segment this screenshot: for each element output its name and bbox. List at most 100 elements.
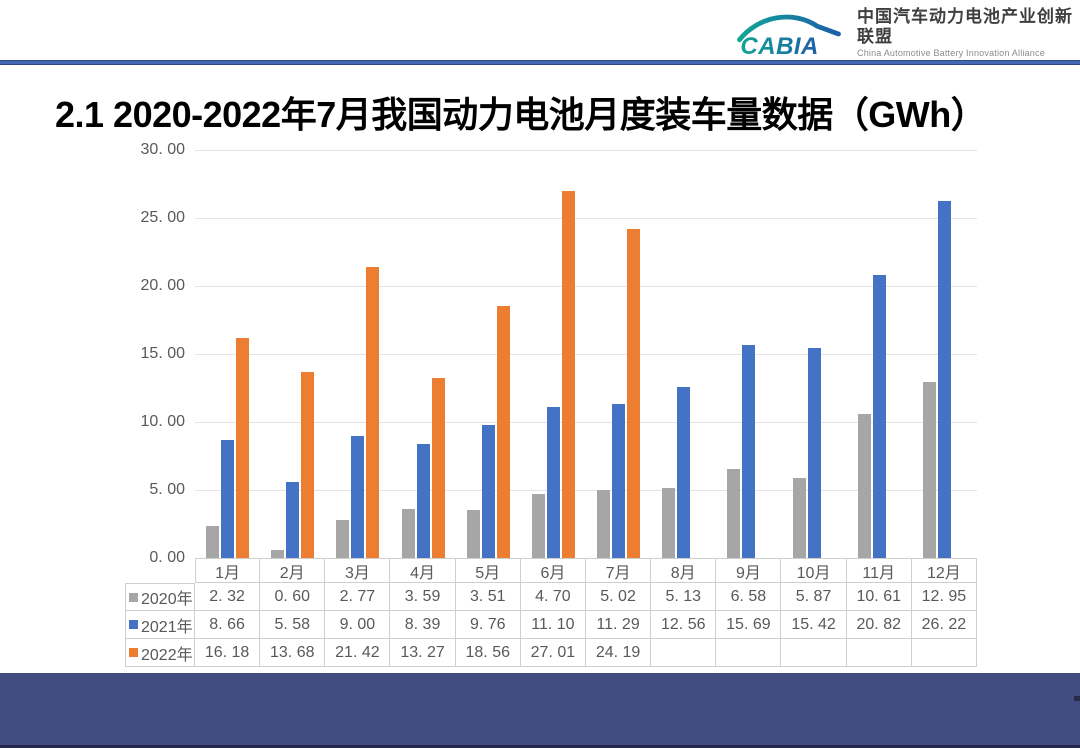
- bar-2021年-1月: [221, 440, 235, 558]
- y-tick-label: 10. 00: [140, 413, 185, 430]
- value-cell: 0. 60: [260, 583, 326, 611]
- bar-2021年-3月: [351, 435, 365, 558]
- bar-2020年-2月: [271, 549, 285, 558]
- value-cell: 24. 19: [585, 639, 652, 667]
- value-cell: 8. 39: [390, 611, 456, 639]
- series-label-2020年: 2020年: [125, 583, 195, 611]
- grid-line: [195, 421, 977, 423]
- value-cell: 11. 10: [520, 611, 586, 639]
- bar-2022年-3月: [366, 266, 380, 558]
- bar-2020年-7月: [597, 489, 611, 558]
- series-name: 2021年: [141, 618, 193, 636]
- value-cell: 11. 29: [585, 611, 652, 639]
- bar-2022年-4月: [431, 377, 445, 558]
- value-cell: 13. 27: [390, 639, 456, 667]
- bar-2020年-9月: [727, 468, 741, 558]
- org-name-cn: 中国汽车动力电池产业创新联盟: [857, 7, 1073, 46]
- value-cell: 3. 59: [390, 583, 456, 611]
- bar-2020年-12月: [922, 381, 936, 558]
- value-cell: 12. 95: [911, 583, 977, 611]
- bar-2022年-5月: [496, 305, 510, 558]
- value-cell: 10. 61: [846, 583, 912, 611]
- value-cell: 8. 66: [195, 611, 261, 639]
- month-header-cell: 2月: [260, 558, 326, 583]
- footer-band: [0, 673, 1080, 748]
- value-cell: [911, 639, 977, 667]
- cabia-logo: CABIA 中国汽车动力电池产业创新联盟 China Automotive Ba…: [733, 7, 1080, 59]
- month-header-cell: 9月: [716, 558, 782, 583]
- bar-2020年-3月: [336, 520, 350, 558]
- y-tick-label: 15. 00: [140, 345, 185, 362]
- value-cell: 3. 51: [455, 583, 521, 611]
- value-cell: 2. 77: [325, 583, 391, 611]
- month-header-cell: 1月: [195, 558, 261, 583]
- table-corner-spacer: [125, 558, 195, 583]
- cabia-logo-icon: CABIA: [737, 14, 841, 58]
- bar-2022年-2月: [301, 371, 315, 558]
- bar-2021年-5月: [481, 425, 495, 558]
- svg-text:CABIA: CABIA: [740, 33, 818, 58]
- legend-swatch: [129, 592, 138, 602]
- value-cell: 9. 76: [455, 611, 521, 639]
- value-cell: 21. 42: [325, 639, 391, 667]
- grid-line: [195, 489, 977, 491]
- value-cell: 5. 87: [781, 583, 847, 611]
- bar-2020年-11月: [857, 413, 871, 558]
- plot-area: [195, 149, 977, 559]
- y-tick-label: 30. 00: [140, 141, 185, 158]
- series-name: 2020年: [141, 591, 193, 608]
- legend-swatch: [129, 648, 138, 657]
- bar-2021年-2月: [286, 482, 300, 558]
- value-cell: 2. 32: [195, 583, 261, 611]
- grid-line: [195, 353, 977, 355]
- grid-line: [195, 149, 977, 151]
- month-header-cell: 10月: [781, 558, 847, 583]
- value-cell: 16. 18: [195, 639, 261, 667]
- bar-2020年-1月: [206, 526, 220, 558]
- month-header-cell: 5月: [455, 558, 521, 583]
- value-cell: 5. 58: [260, 611, 326, 639]
- logo-text: 中国汽车动力电池产业创新联盟 China Automotive Battery …: [857, 7, 1080, 59]
- value-cell: 13. 68: [260, 639, 326, 667]
- value-cell: 20. 82: [846, 611, 912, 639]
- value-cell: [651, 639, 717, 667]
- value-cell: 26. 22: [911, 611, 977, 639]
- bar-2020年-8月: [662, 488, 676, 558]
- bar-2021年-6月: [546, 407, 560, 558]
- value-cell: 5. 13: [651, 583, 717, 611]
- y-tick-label: 20. 00: [140, 277, 185, 294]
- bar-2021年-10月: [807, 348, 821, 558]
- grid-line: [195, 285, 977, 287]
- band-tick: [1074, 696, 1080, 701]
- bar-2021年-7月: [612, 404, 626, 558]
- value-cell: 9. 00: [325, 611, 391, 639]
- data-table: 1月 2月 3月 4月 5月 6月 7月 8月 9月 10月 11月 12月 2020年 2. 32 0. …: [125, 558, 977, 667]
- month-header-cell: 8月: [651, 558, 717, 583]
- series-label-2022年: 2022年: [125, 639, 195, 667]
- bar-2020年-10月: [792, 478, 806, 558]
- value-cell: [846, 639, 912, 667]
- bar-2021年-12月: [937, 201, 951, 558]
- month-header-cell: 11月: [846, 558, 912, 583]
- bar-2021年-8月: [677, 387, 691, 558]
- header-divider: [0, 60, 1080, 65]
- bar-2022年-7月: [627, 229, 641, 558]
- y-tick-label: 5. 00: [149, 481, 185, 498]
- bar-2022年-6月: [561, 190, 575, 558]
- value-cell: [716, 639, 782, 667]
- bar-2021年-4月: [416, 443, 430, 558]
- value-cell: 15. 69: [716, 611, 782, 639]
- series-name: 2022年: [141, 646, 193, 664]
- value-cell: 6. 58: [716, 583, 782, 611]
- value-cell: [781, 639, 847, 667]
- value-cell: 12. 56: [651, 611, 717, 639]
- month-header-cell: 6月: [520, 558, 586, 583]
- month-header-cell: 12月: [911, 558, 977, 583]
- month-header-cell: 3月: [325, 558, 391, 583]
- bar-2020年-4月: [401, 509, 415, 558]
- page-title: 2.1 2020-2022年7月我国动力电池月度装车量数据（GWh）: [55, 94, 987, 135]
- series-label-2021年: 2021年: [125, 611, 195, 639]
- bar-2022年-1月: [236, 337, 250, 558]
- value-cell: 27. 01: [520, 639, 586, 667]
